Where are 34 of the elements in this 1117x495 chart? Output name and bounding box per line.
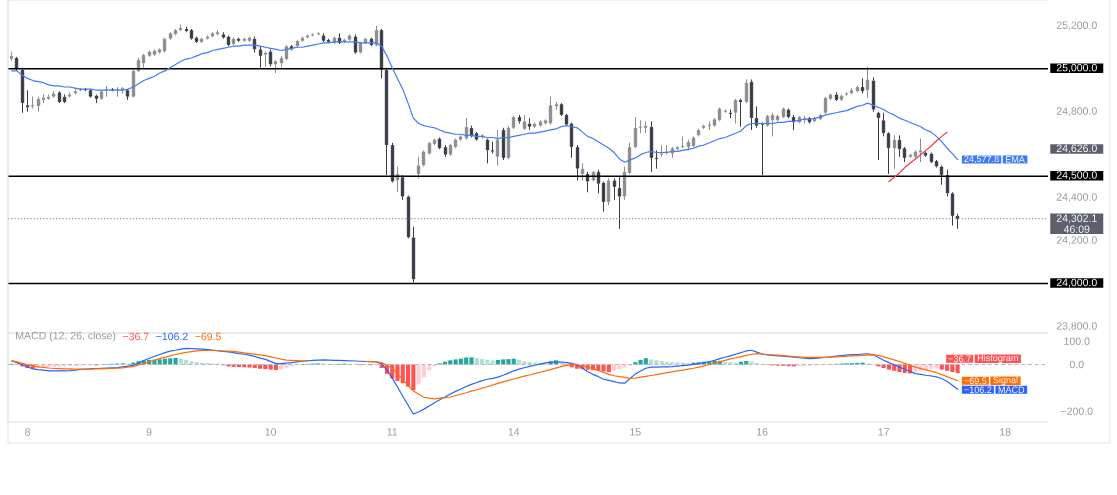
y-tick-label: 0.0	[1069, 360, 1084, 369]
x-tick-label: 18	[1000, 428, 1011, 436]
x-tick-label: 10	[265, 428, 277, 436]
data-label: −36.7	[948, 355, 971, 362]
legend-label: MACD	[998, 386, 1025, 393]
y-tick-label: 23,800.0	[1056, 322, 1097, 331]
x-tick-label: 11	[387, 428, 398, 436]
ref-line-label: 24,000.0	[1056, 278, 1097, 288]
y-tick-label: 100.0	[1064, 337, 1090, 345]
legend-label: EMA	[1005, 156, 1025, 163]
legend-label: Histogram	[977, 354, 1018, 363]
x-tick-label: 15	[630, 428, 641, 436]
data-label: −106.2	[964, 386, 992, 393]
y-tick-label: 25,200.0	[1056, 21, 1097, 31]
ref-line-label: 24,302.1 46:09	[1056, 214, 1097, 233]
y-tick-label: −200.0	[1061, 407, 1093, 415]
text: −69.5	[195, 332, 221, 341]
x-tick-label: 14	[508, 428, 520, 436]
x-tick-label: 16	[757, 428, 768, 436]
y-tick-label: 24,400.0	[1056, 193, 1097, 202]
x-tick-label: 17	[878, 428, 889, 436]
data-label: 24,577.8	[964, 155, 999, 164]
y-tick-label: 24,200.0	[1056, 236, 1097, 245]
chart-title: MACD (12, 26, close)	[16, 331, 116, 342]
x-tick-label: 9	[146, 428, 152, 436]
ref-line-label: 24,500.0	[1056, 171, 1097, 181]
y-tick-label: 24,800.0	[1056, 107, 1097, 117]
ref-line-label: 25,000.0	[1056, 63, 1097, 73]
x-tick-label: 8	[25, 428, 31, 436]
text: −36.7	[123, 332, 149, 341]
data-label: −69.5	[964, 377, 987, 384]
text: 24,626.0	[1056, 144, 1097, 154]
legend-label: Signal	[993, 376, 1018, 385]
text: −106.2	[156, 332, 188, 341]
